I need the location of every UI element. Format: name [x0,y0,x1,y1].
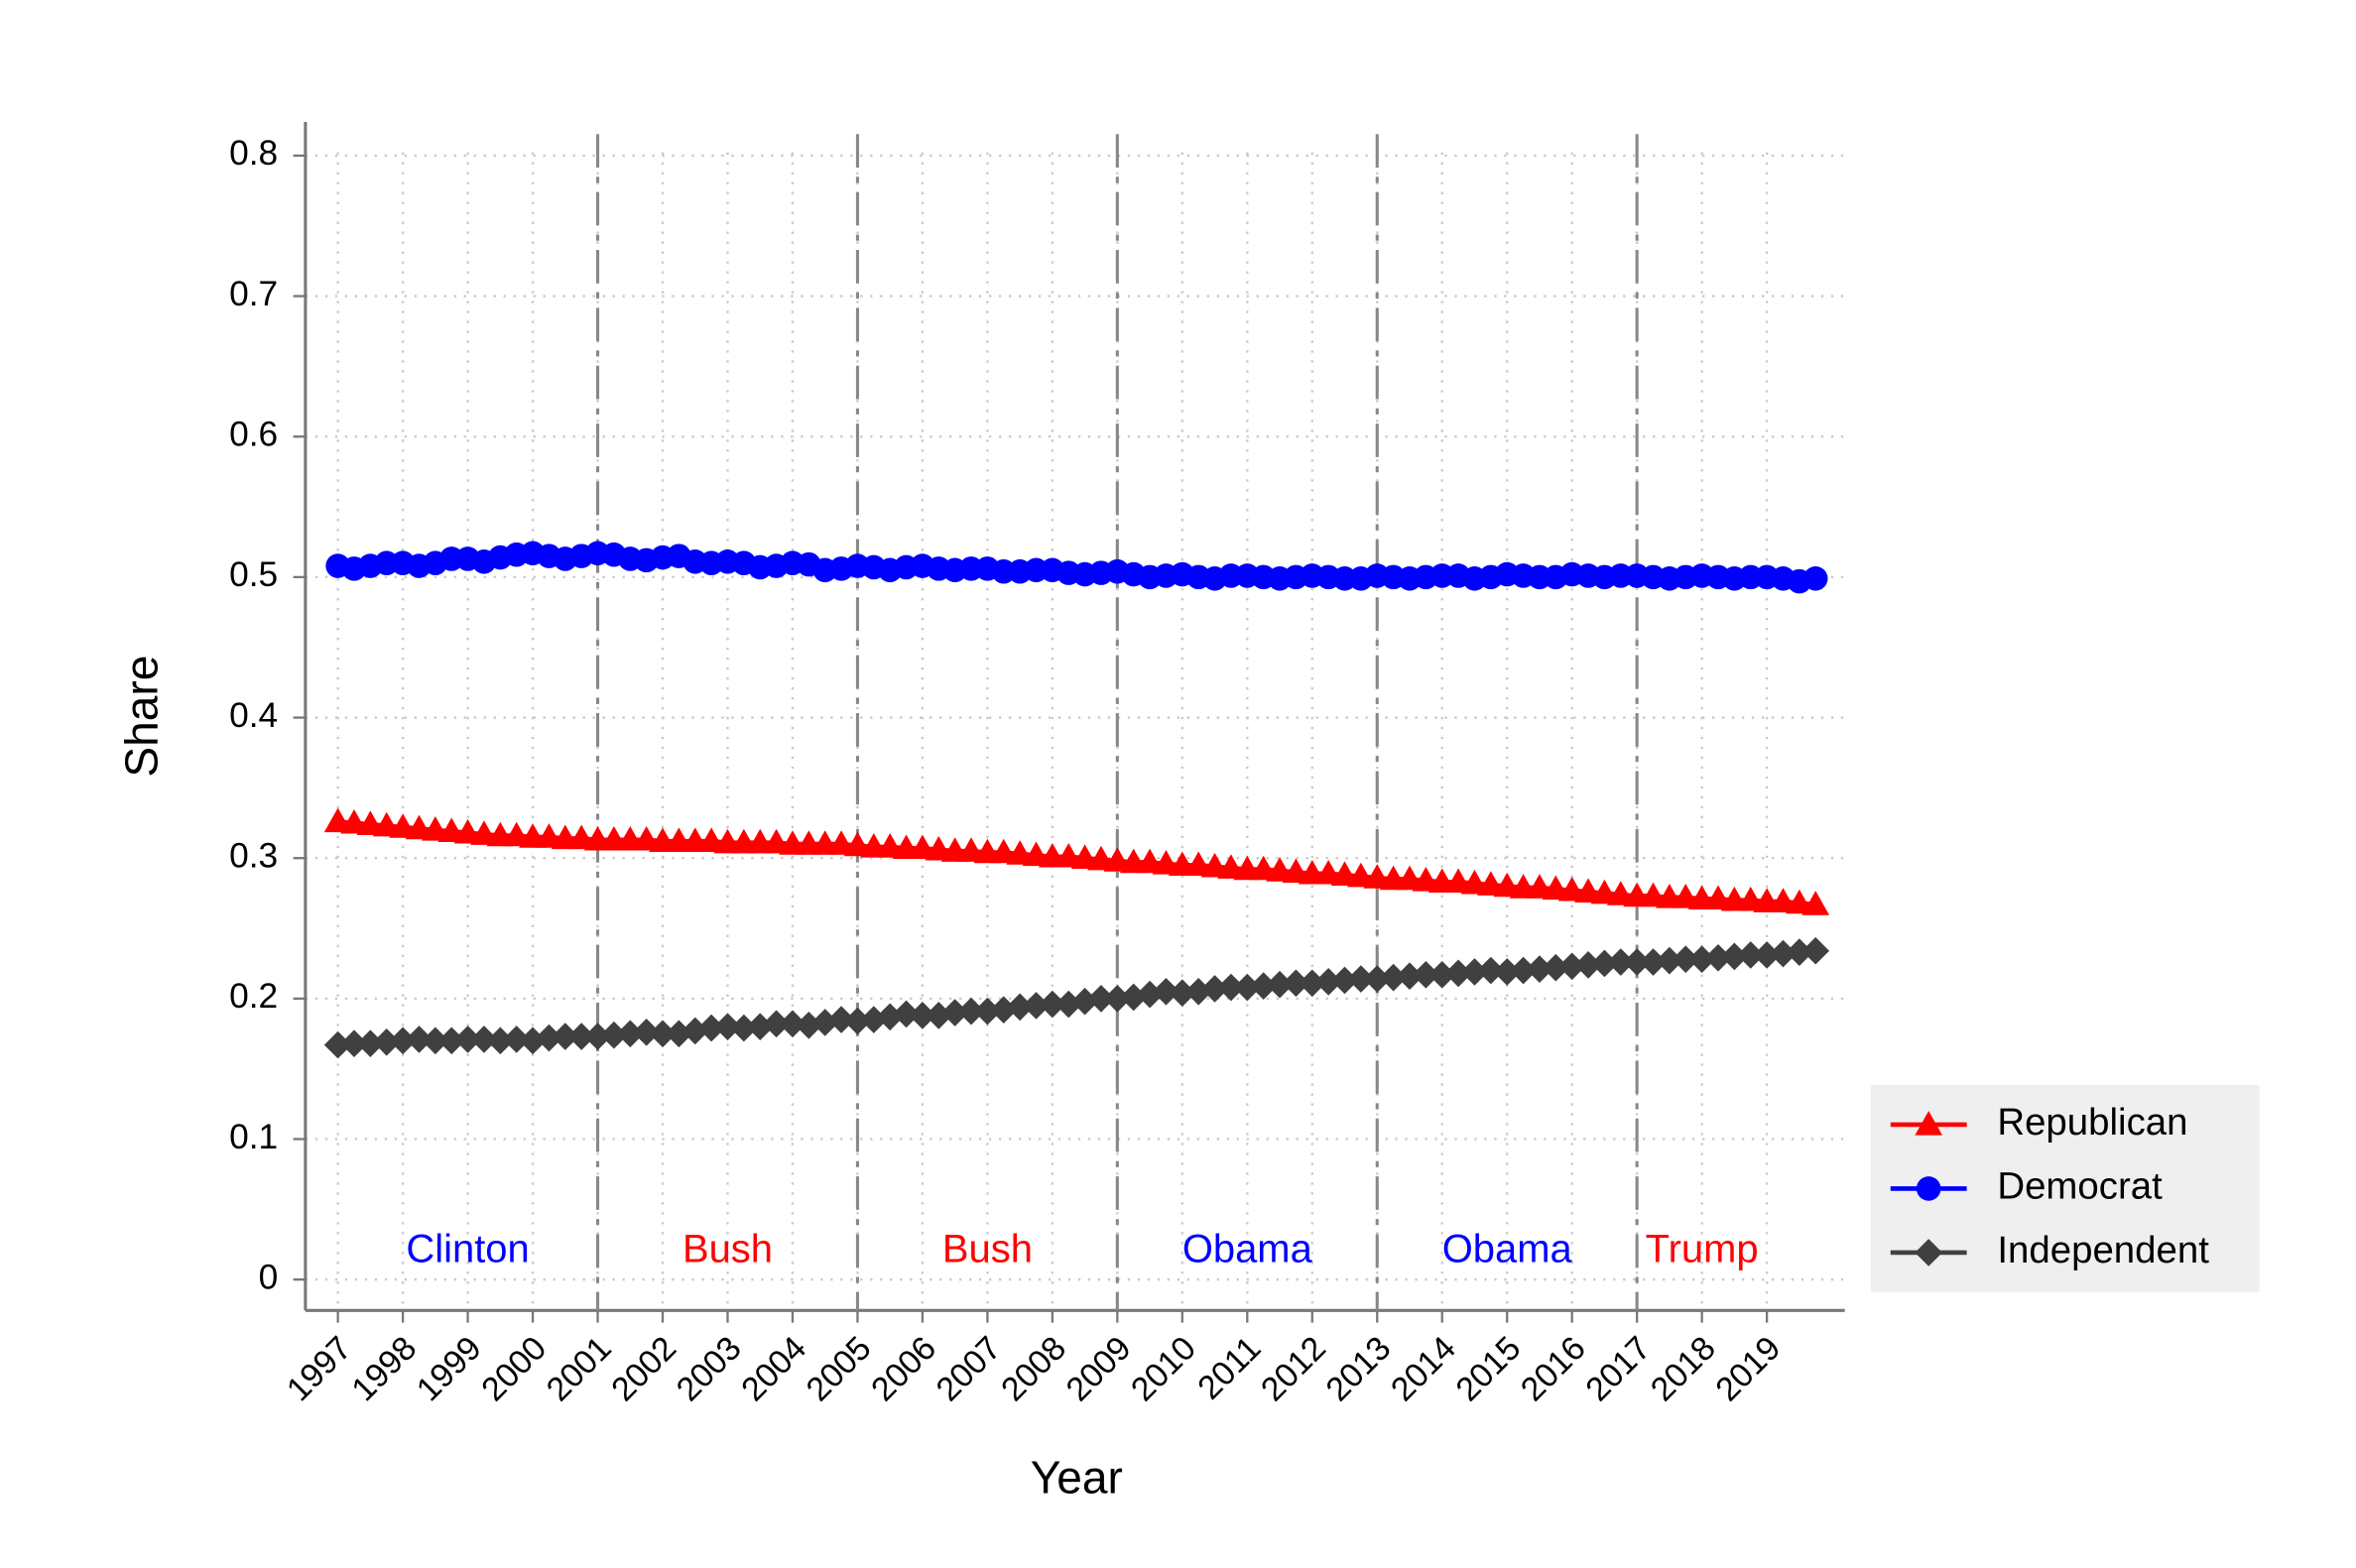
legend-marker [1916,1176,1941,1201]
point [1801,891,1830,915]
annotation: Trump [1646,1227,1759,1270]
point [1753,941,1781,969]
point [1672,945,1700,974]
annotation: Obama [1442,1227,1573,1270]
point [1087,985,1115,1013]
point [1574,951,1602,979]
point [940,999,969,1026]
legend: Republican Democrat Independent [1870,1084,2260,1292]
point [1103,985,1132,1013]
point [1736,941,1765,969]
point [632,1019,661,1046]
point [616,1020,645,1048]
x-axis-title: Year [1031,1452,1123,1504]
annotation: Bush [942,1227,1033,1270]
y-tick-label: 0.8 [229,134,278,173]
y-tick-label: 0 [259,1259,279,1297]
point [1330,966,1359,995]
point [1786,938,1813,966]
point [649,1020,677,1048]
point [1168,979,1196,1008]
series [323,807,1830,915]
point [779,1010,806,1038]
y-tick-label: 0.1 [229,1118,278,1156]
point [1363,965,1392,993]
point [892,1000,921,1028]
point [1152,977,1180,1006]
point [1509,956,1538,985]
point [1606,948,1635,976]
point [1249,972,1278,1000]
point [1623,948,1651,976]
y-tick-label: 0.7 [229,275,278,313]
point [1217,973,1245,1002]
annotation: Bush [682,1227,773,1270]
y-tick-label: 0.3 [229,837,278,876]
legend-label: Independent [1997,1229,2209,1271]
point [323,1030,352,1059]
legend-label: Democrat [1997,1165,2163,1208]
point [1656,946,1683,975]
point [1769,939,1798,968]
point [567,1023,595,1050]
point [1526,955,1553,983]
point [1412,960,1440,989]
y-tick-label: 0.4 [229,696,278,735]
point [1396,962,1424,991]
point [1200,975,1229,1003]
point [1298,969,1326,998]
y-tick-label: 0.6 [229,416,278,454]
point [1687,945,1716,974]
point [551,1023,579,1050]
point [1477,956,1505,985]
point [1022,992,1051,1020]
point [827,1006,855,1033]
point [372,1027,401,1056]
point [973,997,1002,1025]
point [1704,943,1732,972]
point [535,1024,563,1052]
y-tick-label: 0.5 [229,555,278,594]
point [1590,949,1619,978]
point [957,997,985,1025]
y-axis-title: Share [116,656,168,778]
point [697,1014,725,1042]
point [1314,968,1342,996]
point [1557,952,1586,981]
point [1039,990,1066,1019]
point [1427,960,1456,989]
legend-marker [1915,1111,1943,1136]
point [713,1013,742,1041]
point [1802,566,1828,591]
y-tick-label: 0.2 [229,977,278,1016]
legend-label: Republican [1997,1101,2187,1144]
point [1542,953,1570,982]
point [1801,936,1830,965]
annotation: Clinton [406,1227,529,1270]
point [762,1010,791,1038]
series [325,541,1828,594]
point [583,1023,612,1050]
point [730,1014,758,1042]
point [1282,969,1310,998]
point [1054,990,1083,1019]
annotation: Obama [1182,1227,1313,1270]
